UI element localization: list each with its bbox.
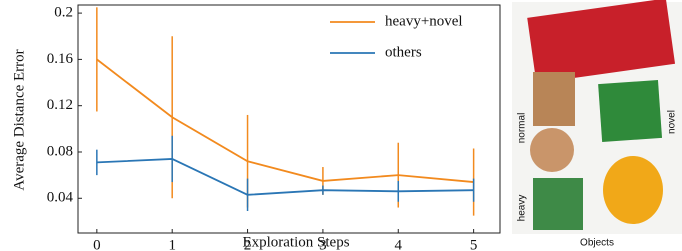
legend-label: heavy+novel (385, 13, 463, 29)
y-tick-label: 0.16 (47, 51, 74, 67)
x-tick-label: 5 (470, 237, 478, 251)
legend-label: others (385, 44, 422, 60)
plot-frame (78, 5, 500, 233)
y-axis-label: Average Distance Error (11, 49, 27, 190)
photo-caption: Objects (580, 238, 614, 249)
series-line (97, 59, 474, 182)
x-tick-label: 4 (395, 237, 403, 251)
photo-label: heavy (517, 195, 528, 222)
pumpkin (603, 156, 663, 224)
block-wood (533, 72, 575, 126)
x-tick-label: 1 (168, 237, 176, 251)
y-tick-label: 0.04 (47, 190, 74, 206)
y-tick-label: 0.12 (47, 97, 73, 113)
tape-box (598, 80, 662, 142)
figure: Exploration Steps Average Distance Error… (0, 0, 682, 251)
x-tick-label: 2 (244, 237, 252, 251)
photo-label: normal (517, 113, 528, 144)
x-tick-label: 3 (319, 237, 327, 251)
photo-label: novel (667, 110, 678, 134)
y-tick-label: 0.08 (47, 143, 73, 159)
y-tick-label: 0.2 (54, 5, 73, 21)
photo: normal novel heavy Objects (512, 0, 682, 249)
x-axis-label: Exploration Steps (242, 234, 349, 250)
wood-disc (530, 128, 574, 172)
block-green (533, 178, 583, 230)
x-tick-label: 0 (93, 237, 101, 251)
